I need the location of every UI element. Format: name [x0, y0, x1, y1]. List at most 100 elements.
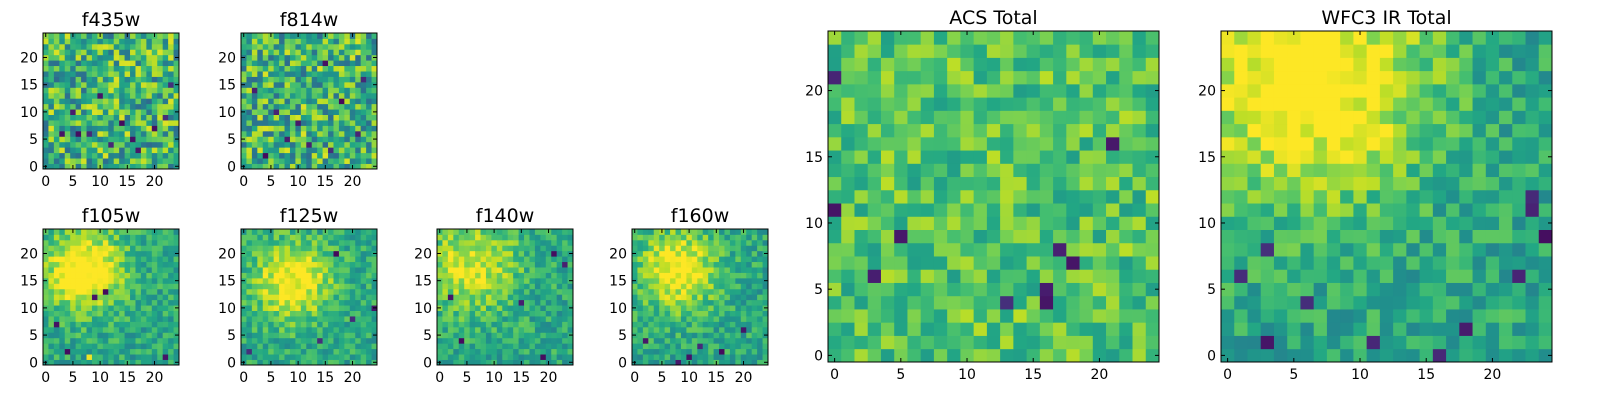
heatmap-cell: [556, 316, 563, 322]
heatmap-cell: [279, 316, 285, 322]
heatmap-cell: [854, 322, 869, 336]
heatmap-cell: [947, 335, 961, 350]
heatmap-cell: [664, 354, 671, 360]
heatmap-cell: [529, 316, 536, 322]
heatmap-cell: [162, 294, 169, 301]
heatmap-cell: [130, 33, 136, 39]
heatmap-cell: [1079, 31, 1094, 45]
heatmap-cell: [168, 76, 174, 83]
heatmap-cell: [562, 321, 568, 328]
heatmap-cell: [1106, 295, 1120, 310]
heatmap-cell: [146, 76, 153, 83]
heatmap-cell: [140, 87, 147, 94]
heatmap-cell: [540, 277, 547, 284]
heatmap-cell: [168, 299, 174, 306]
heatmap-cell: [119, 245, 125, 252]
heatmap-cell: [1485, 203, 1500, 217]
heatmap-cell: [762, 261, 769, 268]
heatmap-cell: [371, 120, 378, 126]
heatmap-cell: [1092, 176, 1107, 191]
heatmap-cell: [97, 337, 104, 344]
heatmap-cell: [70, 98, 77, 105]
heatmap-cell: [1132, 31, 1147, 45]
heatmap-cell: [637, 277, 644, 284]
heatmap-cell: [360, 272, 367, 279]
heatmap-cell: [162, 299, 169, 306]
heatmap-cell: [355, 245, 362, 252]
heatmap-cell: [686, 256, 693, 263]
heatmap-cell: [708, 294, 714, 301]
heatmap-cell: [1221, 203, 1235, 217]
heatmap-cell: [284, 277, 291, 284]
heatmap-cell: [130, 359, 136, 366]
heatmap-cell: [1273, 256, 1288, 270]
heatmap-cell: [268, 54, 275, 61]
heatmap-cell: [1472, 335, 1487, 350]
heatmap-cell: [485, 326, 492, 333]
heatmap-cell: [1026, 269, 1041, 283]
heatmap-cell: [53, 234, 60, 241]
heatmap-cell: [157, 54, 164, 61]
axes-frame: [42, 228, 180, 366]
heatmap-cell: [1326, 189, 1341, 204]
heatmap-cell: [338, 310, 345, 317]
heatmap-cell: [48, 332, 55, 339]
heatmap-cell: [108, 359, 115, 366]
heatmap-cell: [973, 176, 988, 191]
heatmap-cell: [328, 114, 334, 121]
heatmap-cell: [344, 76, 351, 83]
heatmap-cell: [81, 337, 87, 344]
heatmap-cell: [48, 49, 55, 56]
heatmap-cell: [973, 44, 988, 58]
heatmap-cell: [333, 152, 340, 159]
heatmap-cell: [251, 359, 258, 366]
heatmap-cell: [464, 272, 471, 279]
heatmap-cell: [960, 282, 975, 297]
heatmap-cell: [762, 267, 769, 273]
heatmap-cell: [1013, 203, 1027, 217]
heatmap-cell: [246, 305, 253, 311]
heatmap-cell: [108, 326, 115, 333]
heatmap-cell: [1079, 136, 1094, 151]
heatmap-cell: [371, 316, 378, 322]
heatmap-cell: [157, 359, 164, 366]
heatmap-cell: [920, 295, 935, 310]
heatmap-cell: [659, 272, 666, 279]
heatmap-cell: [1053, 256, 1067, 270]
heatmap-cell: [289, 120, 296, 126]
heatmap-cell: [1039, 31, 1054, 45]
heatmap-cell: [664, 321, 671, 328]
heatmap-cell: [246, 98, 253, 105]
heatmap-cell: [279, 272, 285, 279]
heatmap-cell: [70, 288, 77, 295]
heatmap-cell: [562, 310, 568, 317]
heatmap-cell: [241, 239, 247, 246]
heatmap-cell: [366, 305, 372, 311]
heatmap-cell: [1247, 309, 1262, 323]
heatmap-cell: [1538, 335, 1553, 350]
heatmap-cell: [757, 310, 763, 317]
heatmap-cell: [562, 277, 568, 284]
heatmap-cell: [1247, 203, 1262, 217]
heatmap-cell: [567, 288, 574, 295]
heatmap-cell: [295, 337, 302, 344]
heatmap-cell: [719, 229, 725, 235]
heatmap-cell: [973, 70, 988, 85]
heatmap-cell: [64, 109, 71, 115]
heatmap-cell: [496, 229, 503, 235]
heatmap-cell: [53, 354, 60, 360]
heatmap-cell: [322, 272, 329, 279]
heatmap-cell: [311, 332, 318, 339]
heatmap-cell: [867, 176, 882, 191]
heatmap-cell: [168, 283, 174, 290]
heatmap-cell: [113, 98, 120, 105]
heatmap-cell: [338, 245, 345, 252]
y-tick-label: 20: [218, 50, 236, 66]
heatmap-cell: [1366, 150, 1381, 164]
heatmap-cell: [637, 288, 644, 295]
heatmap-cell: [1485, 295, 1500, 310]
heatmap-cell: [146, 87, 153, 94]
heatmap-cell: [262, 65, 269, 72]
heatmap-cell: [1132, 163, 1147, 178]
heatmap-cell: [64, 130, 71, 137]
